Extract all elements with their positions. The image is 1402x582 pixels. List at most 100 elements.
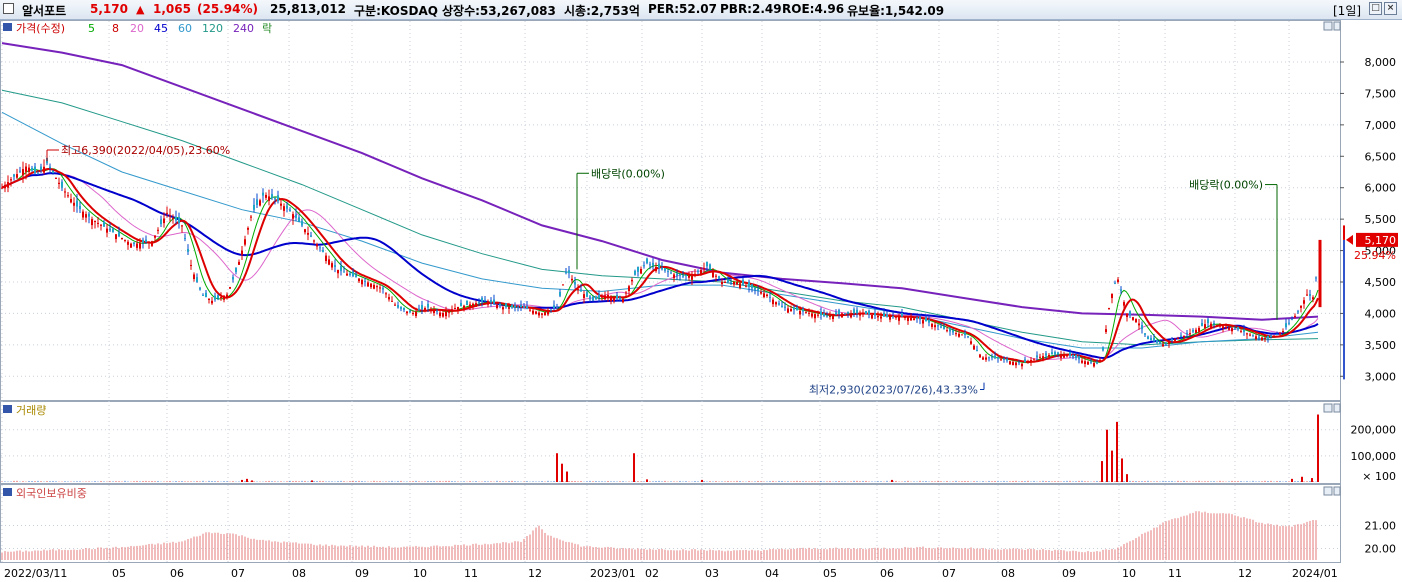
foreign-ratio-bar bbox=[181, 541, 183, 560]
foreign-ratio-bar bbox=[325, 544, 327, 560]
volume-bar bbox=[904, 481, 906, 482]
candle bbox=[859, 310, 861, 321]
volume-bar bbox=[124, 480, 126, 482]
foreign-tick-label: 21.00 bbox=[1365, 520, 1397, 533]
foreign-ratio-bar bbox=[346, 546, 348, 560]
foreign-ratio-bar bbox=[703, 549, 705, 560]
volume-bar bbox=[169, 480, 171, 482]
foreign-ratio-bar bbox=[1, 552, 3, 560]
foreign-ratio-bar bbox=[55, 550, 57, 560]
volume-bar bbox=[112, 481, 114, 482]
volume-bar bbox=[601, 481, 603, 482]
foreign-ratio-bar bbox=[1309, 520, 1311, 560]
candle bbox=[1303, 297, 1305, 309]
foreign-ratio-bar bbox=[673, 550, 675, 560]
candle bbox=[634, 269, 636, 276]
foreign-ratio-bar bbox=[121, 547, 123, 560]
volume-bar bbox=[331, 481, 333, 482]
candle bbox=[694, 269, 696, 278]
candle bbox=[94, 220, 96, 229]
volume-bar bbox=[418, 481, 420, 482]
volume-spike-bar bbox=[1106, 429, 1108, 482]
foreign-minimize-icon[interactable] bbox=[1323, 486, 1333, 496]
candle bbox=[1201, 319, 1203, 327]
volume-bar bbox=[790, 481, 792, 482]
candle bbox=[787, 305, 789, 314]
volume-minimize-icon[interactable] bbox=[1323, 403, 1333, 413]
panel-close-icon[interactable] bbox=[1333, 21, 1341, 31]
volume-bar bbox=[724, 481, 726, 482]
candle bbox=[1093, 359, 1095, 368]
candle bbox=[874, 309, 876, 319]
maximize-icon[interactable]: □ bbox=[1369, 2, 1382, 15]
foreign-ratio-bar bbox=[169, 542, 171, 560]
panel-minimize-icon[interactable] bbox=[1323, 21, 1333, 31]
foreign-ratio-bar bbox=[1180, 516, 1182, 560]
foreign-panel-icon[interactable] bbox=[3, 488, 12, 496]
volume-panel-icon[interactable] bbox=[3, 405, 12, 413]
foreign-ratio-bar bbox=[1051, 550, 1053, 560]
close-icon[interactable]: × bbox=[1384, 2, 1397, 15]
candle bbox=[76, 193, 78, 213]
volume-close-icon[interactable] bbox=[1333, 403, 1341, 413]
candle bbox=[406, 311, 408, 316]
candle bbox=[811, 309, 813, 319]
volume-bar bbox=[322, 480, 324, 482]
foreign-ratio-bar bbox=[232, 533, 234, 560]
candle bbox=[799, 306, 801, 319]
candle bbox=[625, 291, 627, 297]
volume-bar bbox=[505, 481, 507, 482]
foreign-ratio-bar bbox=[664, 549, 666, 560]
candle bbox=[328, 255, 330, 266]
candle bbox=[916, 316, 918, 323]
candle bbox=[583, 290, 585, 304]
foreign-ratio-bar bbox=[79, 549, 81, 560]
foreign-ratio-bar bbox=[1153, 527, 1155, 560]
volume-bar bbox=[823, 481, 825, 482]
candle bbox=[709, 263, 711, 271]
volume-bar bbox=[142, 481, 144, 482]
candle bbox=[346, 270, 348, 276]
foreign-ratio-bar bbox=[1213, 513, 1215, 560]
volume-bar bbox=[757, 480, 759, 482]
candle bbox=[367, 280, 369, 287]
legend-rak: 락 bbox=[262, 22, 272, 35]
volume-bar bbox=[1045, 480, 1047, 482]
candle bbox=[10, 177, 12, 187]
foreign-ratio-bar bbox=[658, 548, 660, 560]
candle bbox=[664, 267, 666, 273]
volume-bar bbox=[1210, 481, 1212, 482]
volume-bar bbox=[1156, 481, 1158, 482]
candle bbox=[790, 305, 792, 312]
candle bbox=[373, 283, 375, 290]
candle bbox=[427, 300, 429, 313]
panel-icon[interactable] bbox=[3, 23, 12, 31]
volume-bar bbox=[967, 481, 969, 482]
window-checkbox-icon[interactable] bbox=[3, 3, 14, 14]
candle bbox=[1276, 331, 1278, 336]
candle bbox=[1132, 316, 1134, 321]
foreign-ratio-bar bbox=[322, 545, 324, 560]
candle bbox=[1285, 318, 1287, 330]
foreign-tick-label: 20.00 bbox=[1365, 543, 1397, 556]
foreign-ratio-bar bbox=[1162, 522, 1164, 560]
candle bbox=[223, 294, 225, 303]
candle bbox=[1306, 289, 1308, 296]
foreign-ratio-bar bbox=[184, 540, 186, 560]
period-selector[interactable]: [1일] bbox=[1333, 4, 1362, 18]
foreign-ratio-bar bbox=[835, 547, 837, 560]
candle bbox=[748, 279, 750, 293]
candle bbox=[331, 261, 333, 271]
volume-bar bbox=[85, 481, 87, 482]
candle bbox=[283, 203, 285, 217]
foreign-close-icon[interactable] bbox=[1333, 486, 1341, 496]
foreign-ratio-bar bbox=[439, 546, 441, 560]
volume-bar bbox=[736, 480, 738, 482]
candle bbox=[739, 282, 741, 290]
candle bbox=[208, 297, 210, 304]
foreign-ratio-bar bbox=[523, 538, 525, 560]
foreign-ratio-bar bbox=[271, 541, 273, 560]
volume-bar bbox=[580, 480, 582, 482]
candle bbox=[1099, 357, 1101, 363]
